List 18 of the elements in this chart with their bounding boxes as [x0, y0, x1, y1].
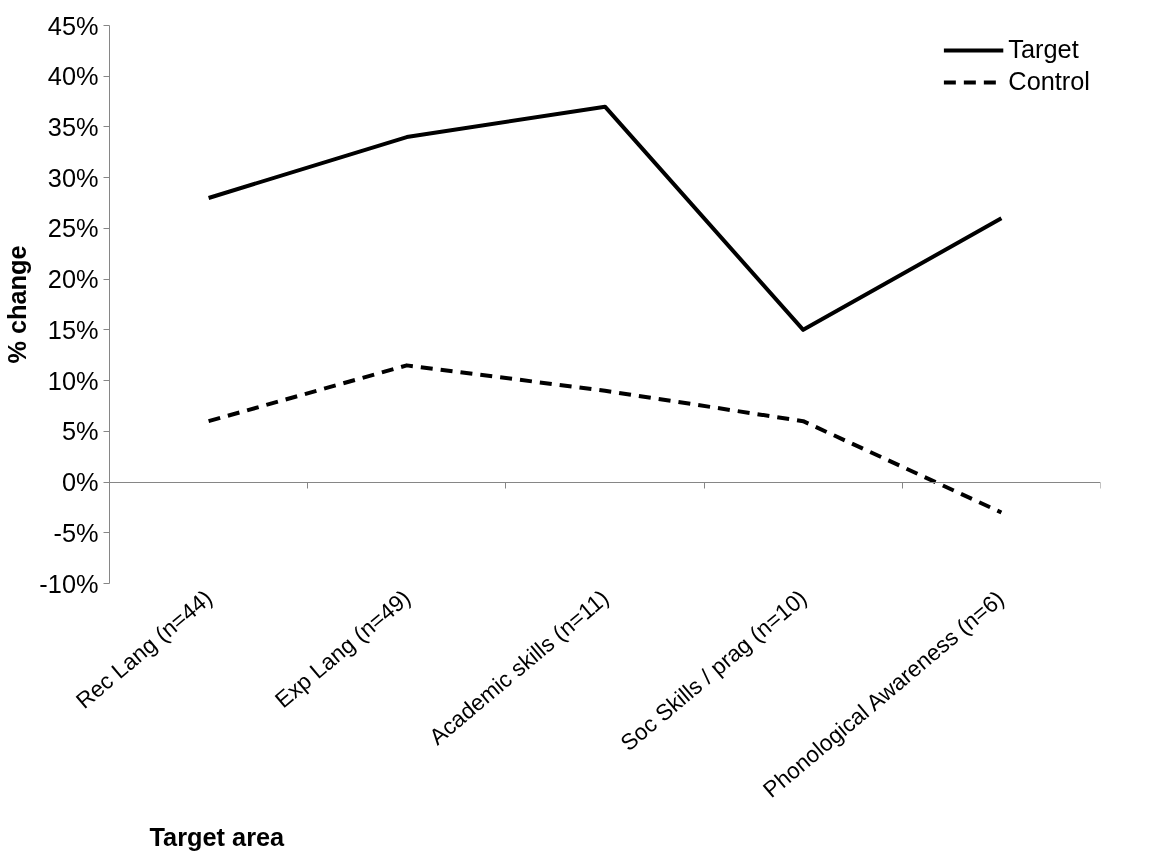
line-series — [206, 104, 1004, 332]
legend-label: Target — [1008, 35, 1079, 64]
y-tick-label: 25% — [47, 214, 99, 243]
y-tick-label: 5% — [61, 417, 99, 446]
y-tick-label: 35% — [47, 112, 99, 141]
line-series — [206, 363, 1004, 515]
y-tick-label: -5% — [53, 518, 99, 547]
y-tick-label: 30% — [47, 163, 99, 192]
y-tick-label: 15% — [47, 315, 99, 344]
y-tick-label: 40% — [47, 62, 99, 91]
y-tick-label: 10% — [47, 366, 99, 395]
y-tick-label: 0% — [61, 468, 99, 497]
y-axis-title: % change — [3, 245, 32, 364]
y-tick-label: 45% — [47, 11, 99, 40]
y-tick-label: 20% — [47, 265, 99, 294]
legend-label: Control — [1008, 67, 1090, 96]
x-axis-title: Target area — [149, 822, 286, 851]
y-tick-label: -10% — [39, 569, 99, 598]
